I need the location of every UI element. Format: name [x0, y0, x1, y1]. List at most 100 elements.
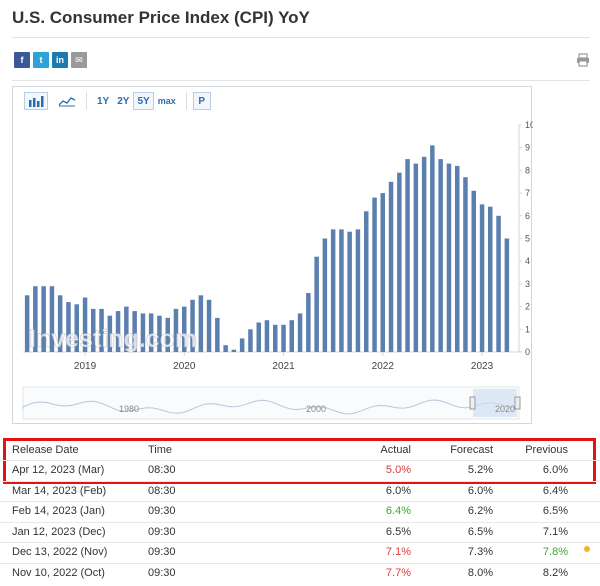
data-bar	[148, 313, 154, 352]
y-tick-label: 0	[525, 347, 530, 357]
data-bar	[388, 181, 394, 353]
y-tick-label: 2	[525, 302, 530, 312]
data-bar	[198, 295, 204, 353]
forecast-cell: 8.0%	[467, 566, 493, 579]
actual-cell: 5.0%	[385, 464, 411, 476]
release-date-cell: Apr 12, 2023 (Mar)	[12, 464, 105, 476]
navigator-label: 2000	[306, 404, 326, 414]
actual-cell: 6.4%	[385, 505, 411, 517]
navigator-selection	[473, 389, 517, 417]
row-divider	[0, 521, 600, 523]
x-tick-label: 2021	[272, 361, 295, 372]
forecast-cell: 6.2%	[467, 505, 493, 517]
header-release-date: Release Date	[12, 444, 79, 456]
investing-watermark: Investing.com	[29, 325, 197, 353]
table-row: Dec 13, 2022 (Nov) 09:30 7.1% 7.3% 7.8%	[0, 542, 600, 562]
table-row: Jan 12, 2023 (Dec) 09:30 6.5% 6.5% 7.1%	[0, 522, 600, 542]
release-date-cell: Jan 12, 2023 (Dec)	[12, 525, 106, 538]
x-tick-label: 2022	[372, 361, 395, 372]
data-bar	[248, 329, 253, 352]
data-bar	[471, 190, 476, 352]
data-bar	[397, 172, 402, 352]
data-bar	[330, 229, 336, 352]
table-row: Mar 14, 2023 (Feb) 08:30 6.0% 6.0% 6.4%	[0, 481, 600, 501]
data-bar	[124, 306, 129, 352]
navigator-line	[22, 399, 519, 415]
previous-cell: 6.5%	[542, 505, 568, 517]
data-bar	[49, 286, 55, 352]
pin-button[interactable]: P	[192, 92, 211, 110]
navigator-panel	[22, 386, 520, 420]
data-bar	[281, 324, 286, 352]
area-chart-icon	[58, 97, 76, 107]
data-bar	[347, 231, 352, 352]
row-divider	[0, 501, 600, 502]
navigator-handle-left	[469, 396, 476, 410]
previous-cell: 8.2%	[542, 566, 568, 579]
toolbar-divider	[185, 92, 187, 110]
data-bar	[256, 322, 261, 352]
latest-release-highlight	[3, 438, 596, 484]
page-title: U.S. Consumer Price Index (CPI) YoY	[12, 8, 310, 27]
print-icon[interactable]	[576, 53, 590, 67]
data-bar	[132, 311, 137, 352]
header-forecast: Forecast	[450, 444, 493, 456]
chart-toolbar: 1Y 2Y 5Y max P	[24, 92, 211, 110]
data-bar	[339, 229, 344, 352]
data-bar	[413, 163, 419, 352]
data-bar	[289, 320, 294, 352]
range-5y-button[interactable]: 5Y	[133, 92, 154, 110]
previous-cell: 6.0%	[542, 464, 568, 476]
data-bar	[91, 308, 96, 352]
data-bar	[430, 145, 435, 352]
release-date-cell: Feb 14, 2023 (Jan)	[12, 505, 105, 517]
y-tick-label: 5	[525, 234, 530, 244]
data-bar	[165, 317, 170, 352]
data-bar	[264, 320, 270, 352]
data-bar	[182, 306, 187, 352]
row-divider	[0, 542, 600, 543]
row-divider	[0, 460, 600, 461]
data-bar	[215, 317, 220, 352]
linkedin-share-button[interactable]: in	[52, 52, 68, 68]
release-date-cell: Nov 10, 2022 (Oct)	[12, 566, 105, 579]
actual-cell: 6.0%	[385, 484, 411, 497]
y-tick-label: 8	[525, 165, 530, 175]
table-row: Apr 12, 2023 (Mar) 08:30 5.0% 5.2% 6.0%	[0, 460, 600, 480]
cpi-bar-chart: 0 1 2 3 4 5 6 7 8 9 10 2019 2020 2021 2022 2023 Investin…	[22, 120, 533, 420]
email-share-button[interactable]: ✉	[71, 52, 87, 68]
forecast-cell: 7.3%	[467, 546, 493, 558]
y-tick-label: 6	[525, 211, 530, 221]
y-tick-label: 10	[525, 120, 533, 130]
data-bar	[405, 159, 410, 352]
forecast-cell: 6.0%	[467, 484, 493, 497]
data-bar	[297, 313, 303, 352]
data-bar	[107, 315, 113, 352]
data-bar	[82, 297, 88, 352]
x-tick-label: 2019	[74, 361, 97, 372]
y-tick-label: 3	[525, 279, 530, 289]
x-tick-label: 2023	[471, 361, 494, 372]
range-max-button[interactable]: max	[157, 96, 176, 106]
header-actual: Actual	[380, 444, 411, 456]
data-bar	[463, 177, 468, 352]
data-bar	[380, 193, 385, 352]
data-bar	[355, 229, 361, 352]
data-bar	[66, 302, 71, 352]
data-bar	[322, 238, 328, 352]
release-date-cell: Dec 13, 2022 (Nov)	[12, 546, 108, 558]
time-cell: 09:30	[148, 525, 176, 538]
data-bar	[57, 295, 63, 353]
facebook-share-button[interactable]: f	[14, 52, 30, 68]
range-2y-button[interactable]: 2Y	[117, 95, 130, 107]
row-divider	[0, 562, 600, 564]
forecast-cell: 6.5%	[467, 525, 493, 538]
x-tick-label: 2020	[173, 361, 196, 372]
bar-chart-type-button[interactable]	[24, 92, 48, 110]
data-bar	[115, 311, 121, 352]
area-chart-type-button[interactable]	[54, 92, 80, 110]
previous-cell: 6.4%	[542, 484, 568, 497]
range-1y-button[interactable]: 1Y	[97, 95, 110, 107]
data-bar	[455, 165, 460, 352]
twitter-share-button[interactable]: t	[33, 52, 49, 68]
